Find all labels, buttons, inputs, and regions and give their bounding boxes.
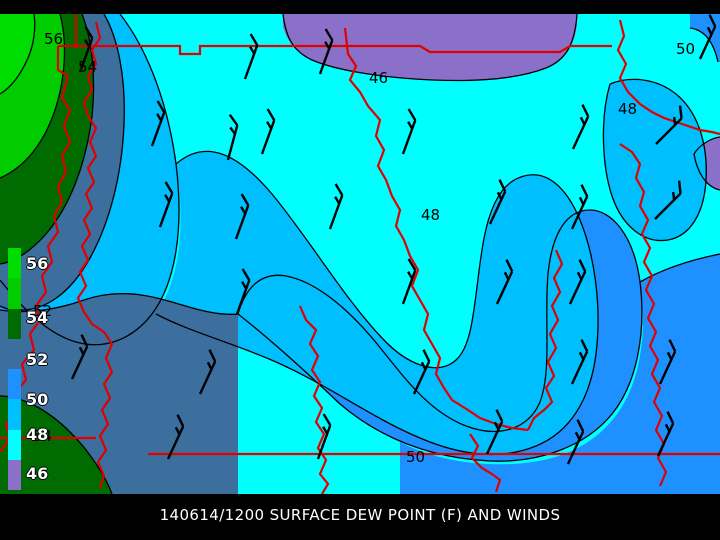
wind-barb [243, 33, 259, 80]
colorbar-label-54: 54 [26, 308, 49, 327]
colorbar-segment-54 [8, 308, 21, 339]
colorbar-segment-48 [8, 399, 21, 430]
fill-band-50-52-nearright [690, 14, 720, 62]
wind-barb [260, 108, 276, 155]
contour-label: 54 [78, 58, 98, 76]
wind-barb [70, 334, 89, 380]
wind-barb-layer [70, 14, 717, 465]
contour-50-farright [639, 253, 720, 283]
wind-barb [150, 100, 166, 147]
contour-54 [0, 14, 95, 265]
colorbar-label-52: 52 [26, 350, 49, 369]
fill-band-below-46 [283, 14, 577, 81]
dew-point-colorbar[interactable] [8, 248, 21, 490]
wind-barb [485, 409, 504, 455]
colorbar-label-46: 46 [26, 464, 49, 483]
wind-barb [316, 413, 332, 460]
wind-barb [566, 419, 585, 465]
contour-label: 46 [369, 69, 389, 87]
wind-barb [698, 14, 717, 60]
wind-barb [570, 339, 589, 385]
wind-barb [234, 193, 250, 240]
wind-barb [401, 108, 417, 155]
map-svg [0, 14, 720, 494]
boundary-small-south-loop [469, 433, 502, 493]
colorbar-segment-56 [8, 278, 21, 309]
wind-barb [198, 349, 217, 395]
wind-barb [166, 414, 185, 460]
boundary-east-lower [619, 143, 668, 487]
wind-barb [495, 259, 514, 305]
fill-band-48-50-center [156, 151, 599, 455]
colorbar-segment-52 [8, 338, 21, 369]
contour-label: 54 [33, 427, 53, 445]
fill-band-50-52-right [400, 254, 720, 494]
wind-barb [488, 179, 507, 225]
contour-48-right [602, 78, 707, 242]
boundary-mississippi [298, 305, 330, 494]
contour-56 [0, 14, 66, 179]
boundary-texas-panhandle [343, 27, 529, 432]
dew-point-contour-map[interactable]: 56 54 46 50 48 48 52 54 50 [0, 14, 720, 494]
contour-48-center [155, 150, 599, 456]
contour-label: 50 [406, 448, 426, 466]
boundary-central-river [76, 21, 114, 489]
contour-label: 56 [44, 30, 64, 48]
contour-46-top [282, 14, 578, 82]
wind-barb [235, 268, 251, 315]
contour-label: 48 [421, 206, 441, 224]
wind-barb [571, 104, 590, 150]
wind-barb [654, 180, 682, 220]
fill-band-58-plus [0, 14, 35, 94]
contour-58 [0, 14, 36, 95]
wind-barb [570, 184, 589, 230]
colorbar-label-50: 50 [26, 390, 49, 409]
colorbar-segment-50 [8, 369, 21, 400]
boundary-east-vertical [616, 19, 720, 136]
wind-barb [656, 411, 675, 457]
fill-band-54-56-bottom [0, 396, 112, 494]
colorbar-segment-46 [8, 429, 21, 460]
map-title: 140614/1200 SURFACE DEW POINT (F) AND WI… [0, 496, 720, 540]
wind-barb [568, 259, 587, 305]
wind-barb [318, 28, 334, 75]
contour-label: 50 [676, 40, 696, 58]
top-margin [0, 0, 720, 14]
wind-barb [658, 339, 677, 385]
contour-label: 48 [618, 100, 638, 118]
wind-barb [78, 26, 94, 73]
wind-barb [655, 105, 683, 145]
boundary-horizontal-north [58, 44, 612, 56]
wind-barb [401, 258, 417, 305]
wind-barb [226, 113, 239, 161]
colorbar-label-56: 56 [26, 254, 49, 273]
contour-label: 52 [33, 302, 53, 320]
contour-46-right [693, 136, 720, 155]
colorbar-segment-58 [8, 248, 21, 279]
colorbar-segment-44 [8, 459, 21, 490]
wind-barb [412, 349, 431, 395]
contour-46-right-b [693, 153, 720, 191]
contour-50-left [0, 14, 180, 346]
colorbar-label-48: 48 [26, 425, 49, 444]
contour-52b [0, 293, 239, 315]
boundary-state-south-notch [527, 249, 564, 431]
wind-barb [158, 181, 174, 228]
state-boundaries [0, 14, 720, 494]
wind-barb [328, 183, 344, 230]
